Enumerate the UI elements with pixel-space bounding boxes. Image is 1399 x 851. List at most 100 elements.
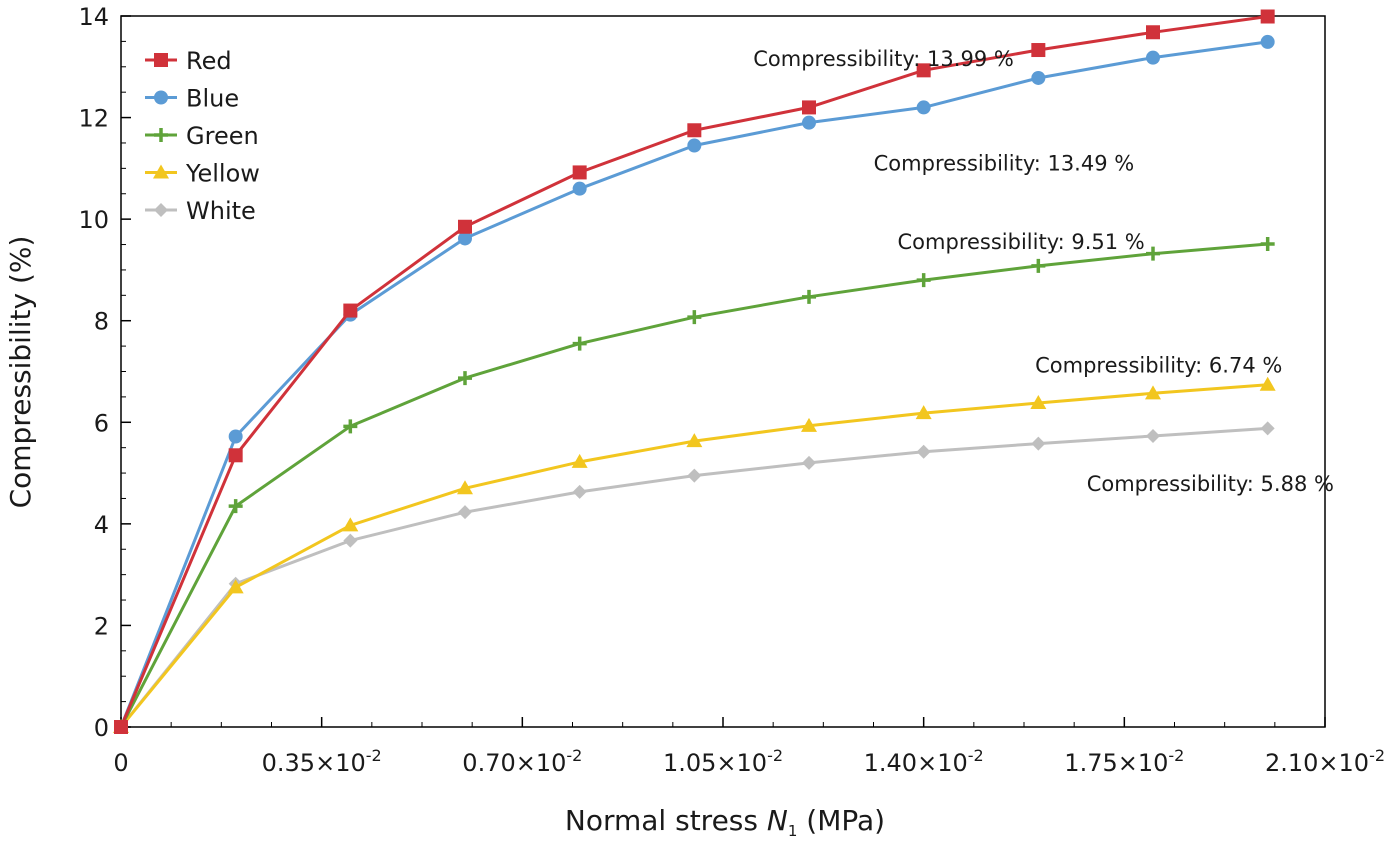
legend-label: Yellow [185,160,260,188]
x-tick-label-base: 1.75×10 [1064,749,1168,777]
data-point-green [1031,258,1046,273]
legend-item-green: Green [145,122,259,150]
data-point-red [458,219,472,234]
data-point-blue [916,100,931,115]
legend-label: White [186,197,256,225]
x-tick-label-base: 1.40×10 [864,749,968,777]
x-tick-label: 1.05×10-2 [663,746,783,777]
series-yellow [113,376,1276,733]
x-tick-label-exponent: -2 [767,746,783,765]
x-tick-label-exponent: -2 [968,746,984,765]
x-tick-label-base: 1.05×10 [663,749,767,777]
series-red [114,9,1275,734]
legend: Red Blue Green Yellow White [145,47,260,225]
x-tick-label: 0.70×10-2 [462,746,582,777]
data-point-red [916,63,931,78]
annotation-label: Compressibility: 9.51 % [898,230,1145,254]
data-point-green [572,336,587,351]
x-tick-label: 2.10×10-2 [1265,746,1385,777]
x-tick-label-exponent: -2 [566,746,582,765]
data-point-red [1031,43,1046,58]
data-point-green [916,273,931,288]
data-point-white [343,533,358,548]
legend-marker [154,203,168,217]
y-tick-label: 10 [78,206,109,234]
x-axis-title-var: N [767,804,788,837]
data-point-red [1260,9,1275,24]
data-point-red [572,165,587,180]
legend-marker [154,90,168,105]
data-point-yellow [227,579,244,594]
x-axis-title-suffix: (MPa) [797,804,885,837]
data-point-blue [1260,34,1275,49]
y-tick-label: 8 [94,308,109,336]
y-tick-label: 2 [94,612,109,640]
data-point-yellow [571,453,588,468]
annotation-label: Compressibility: 6.74 % [1035,353,1282,377]
data-point-yellow [801,417,817,432]
x-tick-label-base: 0 [113,749,128,777]
data-point-yellow [1145,385,1161,400]
data-point-white [687,468,702,483]
data-point-white [572,484,587,499]
legend-item-blue: Blue [145,85,239,113]
y-tick-label: 12 [78,105,109,133]
data-point-green [1146,246,1160,261]
legend-label: Red [186,47,232,75]
x-axis-title-prefix: Normal stress [565,804,767,837]
annotation-layer: Compressibility: 13.99 % Compressibility:… [753,47,1334,496]
data-point-yellow [915,405,932,420]
x-tick-label-exponent: -2 [366,746,382,765]
legend-label: Blue [186,85,239,113]
series-green [114,237,1275,734]
data-point-white [802,455,816,470]
data-point-red [343,303,358,318]
data-point-white [1260,421,1275,436]
data-point-blue [1031,70,1046,85]
data-point-green [458,371,472,386]
annotation-label: Compressibility: 13.49 % [874,151,1135,175]
data-point-yellow [1030,394,1047,409]
x-axis-title-sub: 1 [788,822,798,840]
data-point-blue [687,138,702,153]
x-tick-label-base: 2.10×10 [1265,749,1369,777]
data-point-green [343,419,358,434]
x-tick-label: 1.75×10-2 [1064,746,1184,777]
data-point-green [1260,237,1275,252]
x-tick-label: 1.40×10-2 [864,746,984,777]
data-point-green [228,499,243,514]
legend-item-white: White [145,197,256,225]
data-point-red [228,448,243,463]
y-axis-title: Compressibility (%) [4,236,37,509]
data-point-red [1146,25,1160,40]
legend-item-red: Red [145,47,232,75]
x-tick-label-base: 0.70×10 [462,749,566,777]
x-tick-label-exponent: -2 [1168,746,1184,765]
data-point-blue [1146,50,1160,65]
legend-marker [154,53,168,67]
data-point-white [1031,436,1046,451]
data-point-white [458,505,472,520]
x-axis-title: Normal stress N1 (MPa) [565,804,885,840]
series-blue [114,34,1275,734]
data-point-green [802,289,816,304]
data-point-white [1146,428,1160,443]
legend-label: Green [186,122,259,150]
data-point-blue [572,181,587,196]
legend-marker [153,164,169,179]
legend-item-yellow: Yellow [145,160,260,188]
data-point-yellow [686,433,703,448]
x-tick-label: 0.35×10-2 [262,746,382,777]
data-point-blue [458,231,472,246]
data-point-white [916,444,931,459]
y-tick-label: 14 [78,3,109,31]
data-point-green [687,310,702,325]
data-point-red [114,720,128,734]
x-tick-label-exponent: -2 [1369,746,1385,765]
legend-marker [154,128,168,142]
data-point-yellow [457,480,473,495]
data-point-yellow [1259,376,1276,391]
y-tick-label: 6 [94,409,109,437]
